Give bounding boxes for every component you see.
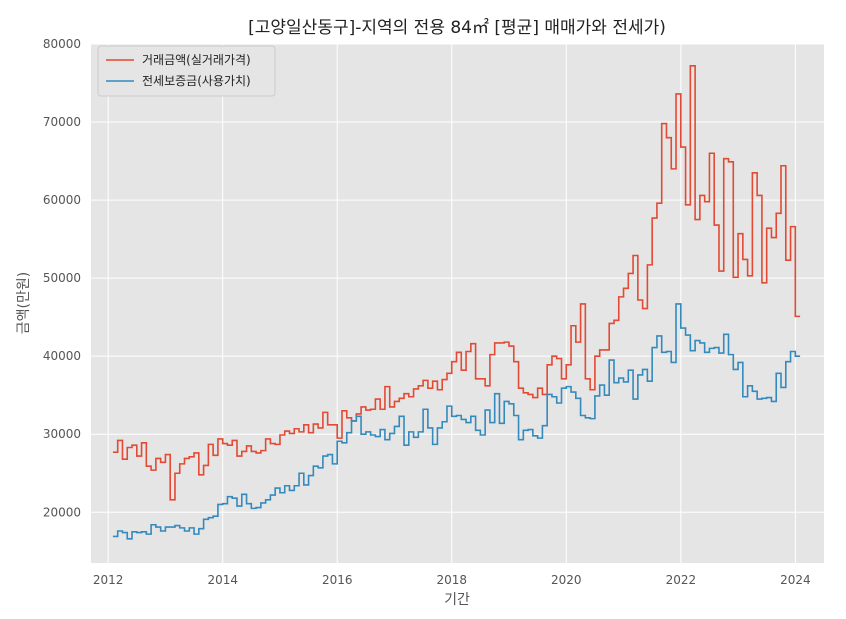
legend-label-sale: 거래금액(실거래가격)	[142, 53, 251, 67]
x-tick-label: 2020	[551, 573, 582, 587]
y-tick-label: 30000	[43, 427, 81, 441]
legend-label-jeonse: 전세보증금(사용가치)	[142, 74, 251, 88]
y-tick-label: 50000	[43, 271, 81, 285]
y-tick-label: 40000	[43, 349, 81, 363]
chart-title: [고양일산동구]-지역의 전용 84㎡ [평균] 매매가와 전세가)	[248, 18, 666, 38]
legend-box	[97, 45, 276, 97]
plot-background	[91, 44, 824, 563]
x-tick-label: 2014	[207, 573, 238, 587]
grid	[91, 43, 824, 563]
x-tick-label: 2018	[437, 573, 468, 587]
y-tick-label: 60000	[43, 193, 81, 207]
series-lines	[112, 65, 801, 540]
series-line-0	[112, 65, 801, 501]
y-tick-label: 80000	[43, 37, 81, 51]
x-tick-label: 2022	[666, 573, 697, 587]
y-tick-label: 70000	[43, 115, 81, 129]
y-axis-label: 금액(만원)	[16, 272, 32, 334]
x-tick-label: 2012	[93, 573, 124, 587]
legend: 거래금액(실거래가격) 전세보증금(사용가치)	[97, 45, 276, 97]
x-tick-label: 2024	[780, 573, 811, 587]
series-line-1	[112, 303, 801, 540]
y-tick-label: 20000	[43, 505, 81, 519]
x-axis-label: 기간	[444, 592, 470, 608]
tick-labels: 2012 2014 2016 2018 2020 2022 2024 20000 30000 40…	[43, 37, 811, 587]
x-tick-label: 2016	[322, 573, 353, 587]
